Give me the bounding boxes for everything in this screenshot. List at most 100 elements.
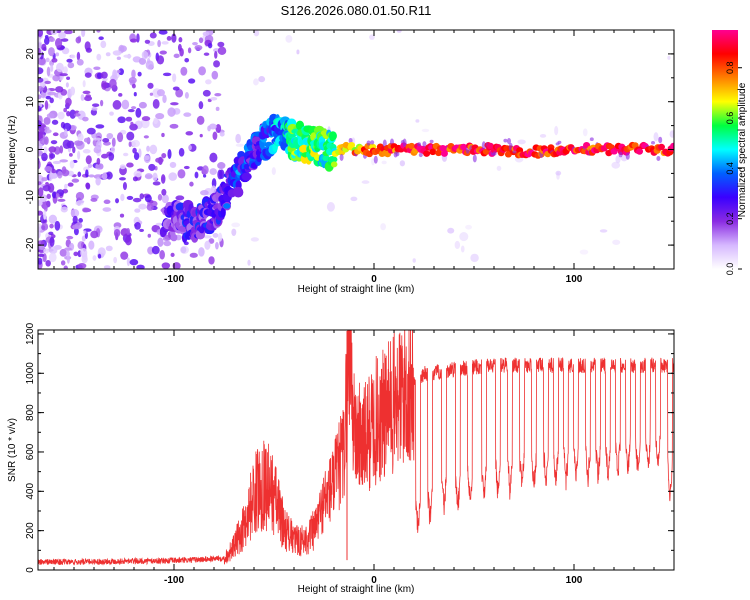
spectral-noise-blob [109, 111, 114, 116]
spectral-noise-blob [470, 253, 479, 263]
spectral-noise-blob [119, 177, 126, 181]
spectral-noise-blob [152, 181, 161, 186]
snr-y-axis: 0 200 400 600 800 1000 1200 [25, 322, 674, 573]
spectral-noise-blob [149, 92, 154, 96]
spectral-noise-blob [83, 230, 87, 234]
spectral-noise-blob [119, 164, 126, 170]
spectral-noise-blob [96, 53, 102, 61]
spectral-noise-blob [179, 47, 184, 57]
spectral-noise-blob [106, 132, 114, 140]
spectral-noise-blob [481, 141, 486, 150]
spectral-noise-blob [59, 145, 64, 154]
spectral-noise-blob [118, 92, 123, 97]
spectral-noise-blob [81, 30, 86, 38]
spectral-noise-blob [138, 203, 147, 210]
spectral-noise-blob [38, 40, 43, 49]
spectral-noise-blob [38, 159, 41, 170]
spectral-ridge-blob [504, 151, 512, 158]
spectral-noise-blob [170, 102, 179, 106]
spectral-ridge-blob [220, 207, 226, 218]
x-tick-label: -100 [164, 575, 184, 586]
spectral-noise-blob [82, 80, 86, 88]
spectral-noise-blob [184, 58, 190, 63]
spectral-noise-blob [172, 73, 177, 83]
spectral-noise-blob [187, 47, 192, 54]
spectral-noise-blob [231, 228, 237, 237]
spectral-noise-blob [74, 140, 84, 146]
spectral-noise-blob [169, 161, 177, 168]
spectral-noise-blob [194, 171, 199, 179]
spectral-noise-blob [46, 66, 51, 77]
spectral-noise-blob [210, 96, 218, 101]
spectral-noise-blob [54, 38, 63, 48]
spectral-noise-blob [126, 227, 131, 236]
spectral-noise-blob [554, 125, 559, 136]
spectral-noise-blob [159, 250, 165, 260]
colorbar-label: Normalized spectral amplitude [737, 82, 748, 217]
spectral-noise-blob [93, 66, 101, 70]
y-tick-label: 600 [25, 443, 36, 460]
spectral-noise-blob [144, 173, 153, 180]
spectral-noise-blob [38, 67, 44, 75]
spectral-noise-blob [161, 194, 169, 204]
spectral-noise-blob [96, 140, 102, 150]
spectral-noise-blob [66, 250, 70, 258]
spectral-noise-blob [183, 112, 192, 117]
x-tick-label: 0 [371, 274, 377, 285]
spectral-noise-blob [105, 171, 113, 180]
spectral-noise-blob [149, 144, 158, 155]
spectral-noise-blob [198, 37, 204, 44]
spectral-noise-blob [198, 101, 204, 110]
spectral-noise-blob [109, 78, 117, 89]
spectral-ridge-blob [486, 142, 494, 150]
spectral-ridge-blob [423, 150, 431, 157]
spectral-noise-blob [77, 133, 84, 142]
spectral-noise-blob [202, 174, 207, 178]
spectral-noise-blob [171, 33, 177, 43]
spectral-noise-blob [126, 162, 134, 168]
spectral-noise-blob [67, 62, 75, 69]
spectral-noise-blob [95, 177, 101, 186]
spectral-noise-blob [149, 32, 157, 39]
spectral-noise-blob [130, 121, 134, 126]
spectral-noise-blob [492, 151, 497, 156]
spectral-noise-blob [57, 198, 66, 202]
spectral-noise-blob [235, 133, 242, 144]
spectral-noise-blob [217, 162, 226, 170]
spectral-noise-blob [70, 54, 76, 59]
spectral-noise-blob [465, 224, 472, 230]
spectral-noise-blob [611, 161, 621, 169]
spectral-noise-blob [112, 69, 117, 80]
spectral-noise-blob [202, 165, 209, 175]
spectral-noise-blob [187, 78, 196, 84]
spectral-noise-blob [120, 193, 125, 202]
spectral-noise-blob [215, 242, 219, 250]
spectral-noise-blob [555, 170, 562, 176]
spectral-noise-blob [381, 160, 387, 165]
spectral-noise-blob [122, 152, 129, 157]
spectral-noise-blob [162, 72, 172, 77]
spectral-noise-blob [87, 163, 93, 169]
spectral-noise-blob [429, 139, 434, 144]
spectral-noise-blob [217, 41, 225, 48]
spectral-noise-blob [167, 107, 176, 117]
y-tick-label: 400 [25, 483, 36, 500]
spectral-noise-blob [43, 37, 50, 45]
spectral-noise-blob [120, 251, 129, 260]
spectral-noise-blob [454, 240, 461, 250]
spectral-noise-blob [127, 109, 135, 113]
spectral-noise-blob [138, 57, 147, 65]
spectral-noise-blob [100, 40, 107, 49]
spectral-noise-blob [415, 119, 420, 123]
spectral-noise-blob [163, 240, 172, 247]
x-tick-label: -100 [164, 274, 184, 285]
spectral-noise-blob [417, 142, 421, 147]
spectral-noise-blob [116, 69, 121, 74]
spectral-noise-blob [83, 166, 90, 172]
spectral-ridge-blob [330, 161, 338, 168]
spectral-noise-blob [131, 69, 136, 79]
spectral-noise-blob [38, 187, 44, 197]
spectral-noise-blob [418, 152, 423, 158]
spectral-noise-blob [54, 220, 61, 231]
spectral-noise-blob [38, 253, 45, 258]
